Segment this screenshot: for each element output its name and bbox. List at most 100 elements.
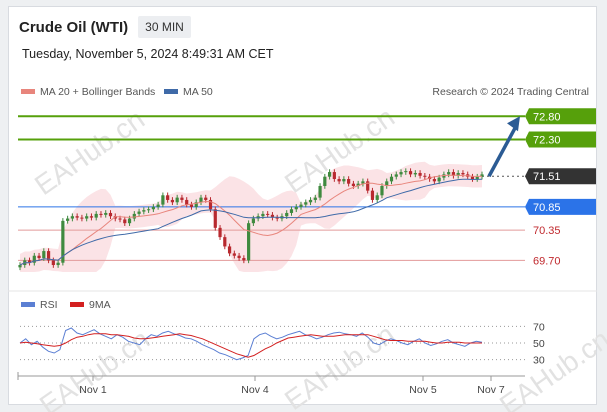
rsi-level-label-70: 70	[533, 321, 545, 333]
price-tag-label: 71.51	[533, 171, 561, 183]
candle-body	[294, 206, 298, 210]
x-tick-label: Nov 5	[409, 384, 437, 396]
candle	[323, 173, 327, 189]
candle-body	[313, 197, 317, 200]
candle	[46, 248, 51, 264]
timeframe-badge[interactable]: 30 MIN	[138, 16, 191, 38]
candle-body	[347, 179, 351, 184]
x-tick-label: Nov 1	[79, 384, 107, 396]
forecast-arrow	[487, 116, 520, 178]
candle	[404, 168, 408, 175]
candle-body	[194, 202, 198, 207]
rsi-ma-line	[19, 333, 482, 358]
candle	[89, 213, 94, 221]
candle-body	[61, 220, 65, 263]
candle	[99, 211, 103, 218]
candle-body	[185, 199, 189, 205]
candle	[413, 170, 417, 178]
candle	[37, 252, 41, 261]
candle	[347, 176, 351, 187]
ma20-line	[19, 174, 483, 266]
price-tag-label: 72.80	[533, 111, 561, 123]
candle	[270, 212, 275, 221]
candle	[75, 213, 79, 221]
candle	[146, 206, 151, 213]
candle	[380, 183, 384, 199]
credit-text: Research © 2024 Trading Central	[432, 86, 589, 98]
candle	[156, 201, 160, 210]
ma50-legend-swatch	[164, 89, 178, 94]
candle-body	[475, 176, 479, 180]
candle	[32, 252, 36, 266]
rsi-level-label-30: 30	[533, 355, 545, 367]
candle	[366, 178, 370, 194]
candle	[242, 255, 246, 264]
price-tag-70.85: 70.85	[525, 198, 596, 215]
candle-body	[170, 199, 175, 203]
candle	[108, 210, 113, 220]
candle-body	[332, 172, 336, 180]
rsi-panel: RSI 9MA 70 50 30	[19, 299, 545, 367]
candle-body	[385, 181, 389, 186]
candle	[56, 259, 60, 268]
candle	[313, 194, 317, 203]
candle	[385, 178, 389, 189]
ma20-legend-swatch	[21, 89, 35, 94]
price-tags: 72.80 72.30 71.51 70.85 70.35 69.70	[525, 108, 596, 267]
candle-body	[146, 209, 151, 211]
candle-body	[75, 216, 79, 218]
watermark-text: EAHub.cn	[34, 323, 155, 412]
candle	[199, 194, 203, 206]
candle	[94, 211, 98, 221]
watermark-text: EAHub.cn	[29, 103, 150, 201]
candle-body	[285, 212, 289, 217]
candle	[104, 210, 108, 218]
price-tag-72.30: 72.30	[525, 131, 596, 148]
candle	[337, 176, 341, 185]
candle	[456, 170, 460, 179]
candle	[447, 169, 451, 178]
candle-body	[308, 199, 313, 203]
candle-body	[199, 197, 203, 203]
candle-body	[251, 218, 255, 224]
candle-body	[342, 179, 346, 182]
candle-body	[213, 209, 217, 228]
candle-body	[413, 172, 417, 175]
candle-body	[375, 195, 379, 200]
rsi-level-label-50: 50	[533, 338, 545, 350]
bollinger-band-area	[20, 161, 482, 272]
candle-body	[66, 218, 70, 221]
candle	[27, 257, 32, 266]
rsi-legend-label: RSI	[40, 299, 58, 311]
candle-body	[242, 258, 246, 261]
candle	[275, 214, 279, 222]
candle-body	[361, 181, 365, 184]
candle-body	[480, 174, 484, 177]
candle	[70, 213, 74, 222]
candle	[151, 204, 155, 213]
candle-body	[94, 213, 98, 218]
candle-body	[370, 190, 375, 200]
candle-body	[118, 218, 122, 220]
candle	[227, 243, 232, 257]
watermark-text: EAHub.cn	[494, 323, 607, 412]
candle-body	[404, 171, 408, 173]
candle-body	[85, 216, 89, 219]
x-tick-label: Nov 7	[477, 384, 505, 396]
price-tag-72.80: 72.80	[525, 108, 596, 125]
price-tag-label: 72.30	[533, 135, 561, 147]
price-tag-label: 69.70	[533, 255, 561, 267]
candle	[299, 201, 303, 210]
moving-averages	[19, 174, 483, 266]
candle-body	[218, 227, 222, 238]
candle	[318, 183, 322, 201]
candle	[18, 262, 22, 271]
candle-body	[32, 255, 36, 263]
candle-body	[127, 218, 132, 224]
candle-body	[451, 172, 456, 176]
candle	[308, 197, 313, 206]
candle	[394, 171, 398, 180]
candle	[451, 169, 456, 179]
candle	[389, 173, 394, 185]
candle	[180, 194, 184, 203]
